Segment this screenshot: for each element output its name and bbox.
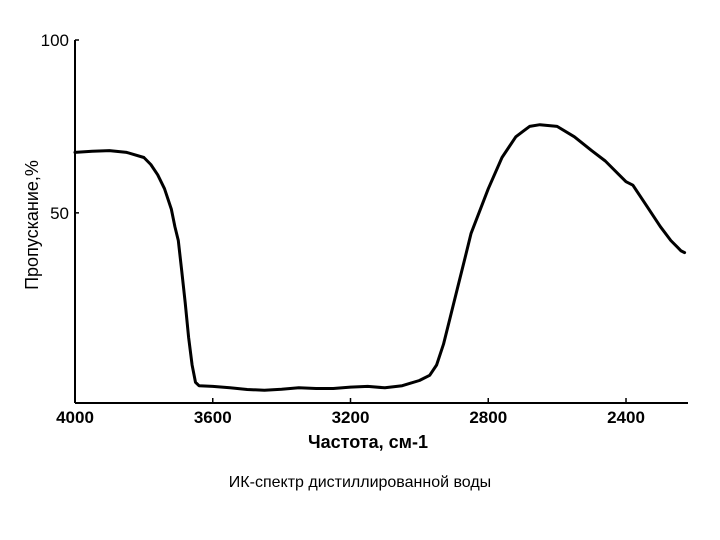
x-tick-labels: 4000 3600 3200 2800 2400 bbox=[56, 408, 645, 427]
spectrum-line bbox=[73, 123, 687, 392]
figure-caption: ИК-спектр дистиллированной воды bbox=[228, 474, 492, 491]
y-tick-labels: 100 50 bbox=[41, 31, 69, 223]
x-tick-label: 3200 bbox=[332, 408, 370, 427]
y-tick-label: 50 bbox=[50, 204, 69, 223]
y-axis-label: Пропускание,% bbox=[22, 160, 42, 290]
x-tick-label: 2400 bbox=[607, 408, 645, 427]
axes bbox=[74, 40, 688, 404]
y-tick-label: 100 bbox=[41, 31, 69, 50]
x-axis-label: Частота, см-1 bbox=[308, 432, 428, 452]
x-tick-label: 2800 bbox=[469, 408, 507, 427]
x-tick-label: 4000 bbox=[56, 408, 94, 427]
tick-marks bbox=[74, 39, 627, 403]
x-tick-label: 3600 bbox=[194, 408, 232, 427]
